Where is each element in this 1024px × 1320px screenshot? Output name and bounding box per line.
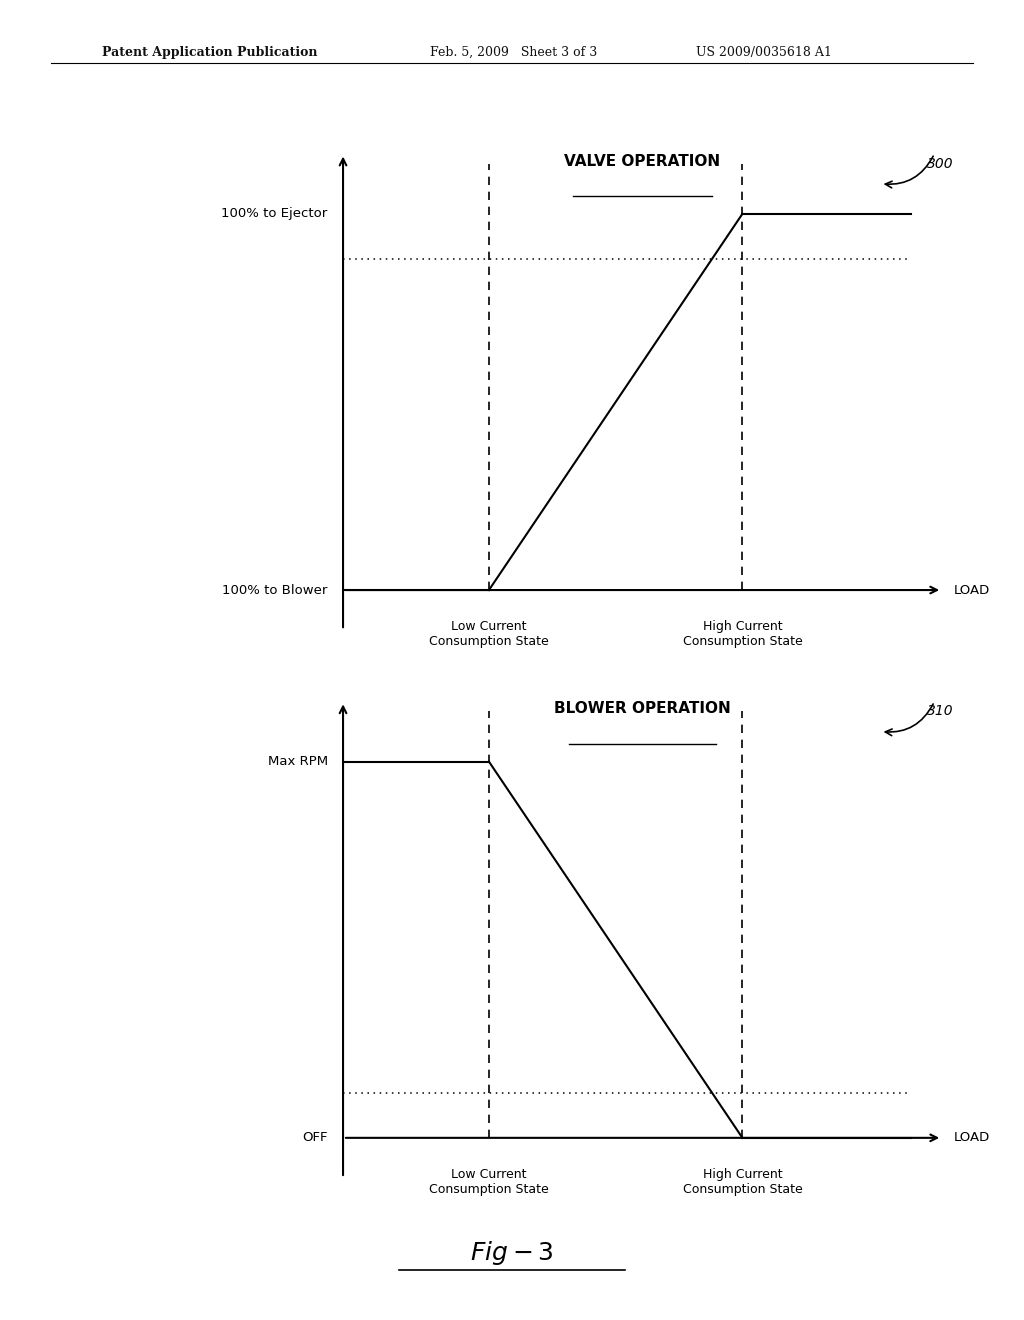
Text: Max RPM: Max RPM: [267, 755, 328, 768]
Text: Low Current
Consumption State: Low Current Consumption State: [429, 1168, 549, 1196]
Text: US 2009/0035618 A1: US 2009/0035618 A1: [696, 46, 833, 59]
Text: BLOWER OPERATION: BLOWER OPERATION: [554, 701, 731, 717]
Text: VALVE OPERATION: VALVE OPERATION: [564, 153, 721, 169]
Text: $\mathit{Fig-3}$: $\mathit{Fig-3}$: [470, 1239, 554, 1267]
Text: OFF: OFF: [302, 1131, 328, 1144]
Text: 100% to Ejector: 100% to Ejector: [221, 207, 328, 220]
Text: 100% to Blower: 100% to Blower: [222, 583, 328, 597]
Text: LOAD: LOAD: [953, 583, 990, 597]
Text: High Current
Consumption State: High Current Consumption State: [683, 1168, 802, 1196]
Text: Feb. 5, 2009   Sheet 3 of 3: Feb. 5, 2009 Sheet 3 of 3: [430, 46, 597, 59]
Text: 300: 300: [927, 157, 953, 170]
Text: LOAD: LOAD: [953, 1131, 990, 1144]
Text: 310: 310: [927, 705, 953, 718]
Text: Low Current
Consumption State: Low Current Consumption State: [429, 620, 549, 648]
Text: High Current
Consumption State: High Current Consumption State: [683, 620, 802, 648]
Text: Patent Application Publication: Patent Application Publication: [102, 46, 317, 59]
